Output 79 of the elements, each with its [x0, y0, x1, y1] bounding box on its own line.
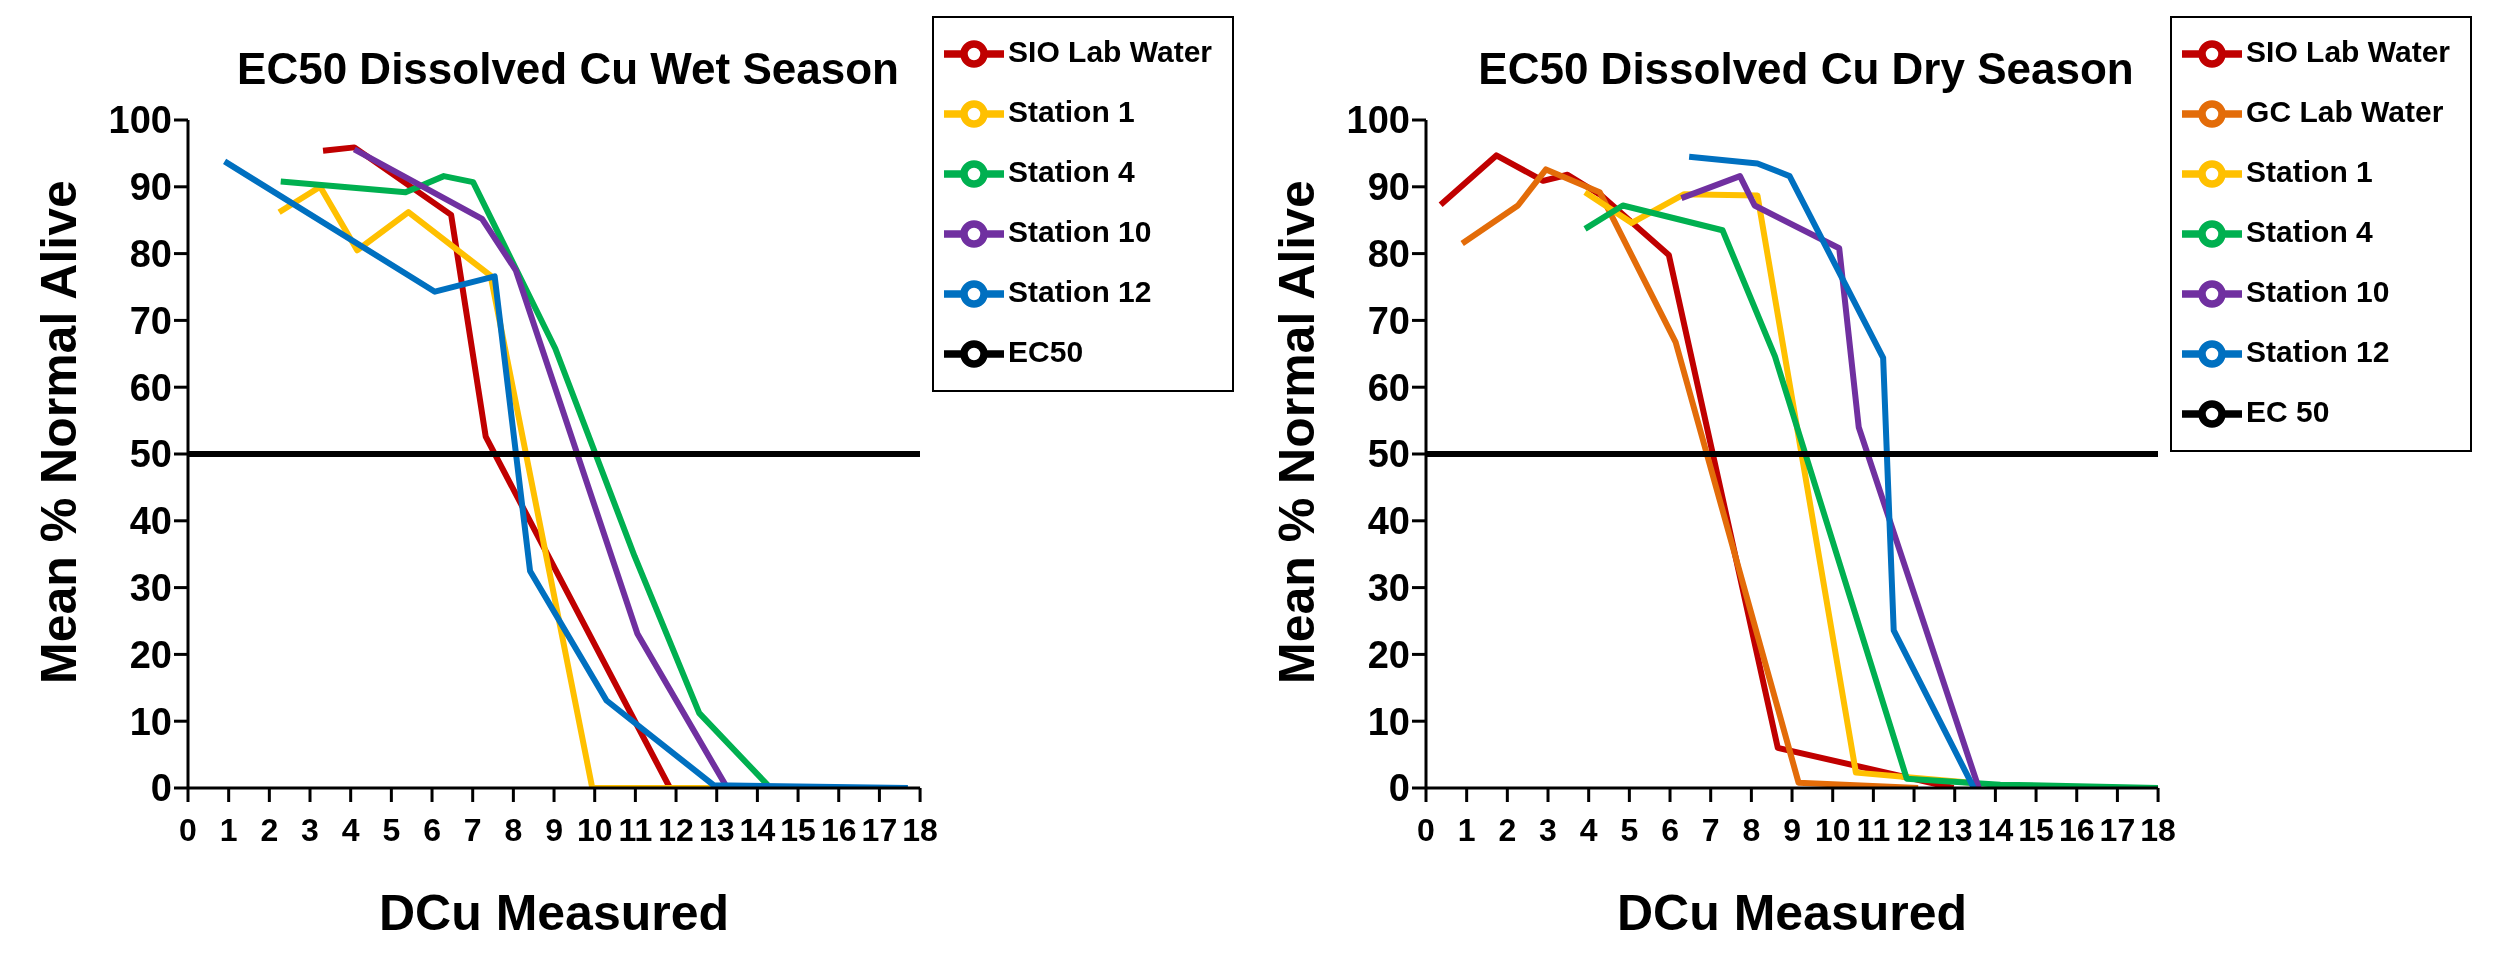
x-axis-title: DCu Measured: [379, 885, 730, 941]
y-tick-label: 40: [1367, 500, 1410, 543]
y-tick-label: 100: [1346, 99, 1410, 142]
x-tick-label: 14: [1977, 811, 2014, 848]
x-tick-label: 12: [1896, 811, 1932, 848]
x-tick-label: 5: [382, 811, 401, 848]
legend-label: EC 50: [2246, 394, 2330, 428]
x-tick-label: 6: [423, 811, 441, 848]
chart-title: EC50 Dissolved Cu Wet Season: [236, 44, 900, 94]
x-tick-label: 4: [1579, 811, 1598, 848]
y-tick-label: 0: [1388, 767, 1410, 810]
x-tick-label: 0: [1417, 811, 1435, 848]
x-tick-label: 3: [1539, 811, 1557, 848]
x-tick-label: 12: [658, 811, 694, 848]
y-tick-label: 30: [129, 567, 172, 610]
y-tick-label: 40: [129, 500, 172, 543]
legend-label: Station 1: [1008, 94, 1135, 128]
x-tick-label: 8: [504, 811, 523, 848]
chart-title: EC50 Dissolved Cu Dry Season: [1477, 44, 2135, 94]
legend-label: GC Lab Water: [2246, 94, 2444, 128]
y-tick-label: 30: [1367, 567, 1410, 610]
x-tick-label: 10: [576, 811, 613, 848]
y-tick-label: 50: [1367, 433, 1410, 476]
x-tick-label: 3: [301, 811, 319, 848]
y-tick-label: 10: [1367, 700, 1410, 743]
x-tick-label: 6: [1661, 811, 1679, 848]
y-tick-label: 80: [129, 233, 172, 276]
x-tick-label: 7: [1701, 811, 1720, 848]
legend-label: SIO Lab Water: [1008, 34, 1212, 68]
legend-label: EC50: [1008, 334, 1084, 368]
y-tick-label: 50: [129, 433, 172, 476]
x-tick-label: 17: [2099, 811, 2136, 848]
y-tick-label: 80: [1367, 233, 1410, 276]
x-tick-label: 9: [1783, 811, 1801, 848]
x-tick-label: 5: [1620, 811, 1639, 848]
legend-label: Station 4: [2246, 214, 2373, 248]
x-tick-label: 7: [463, 811, 482, 848]
x-tick-label: 1: [1457, 811, 1476, 848]
y-tick-label: 60: [129, 366, 172, 409]
legend-label: Station 4: [1008, 154, 1135, 188]
legend-label: Station 1: [2246, 154, 2373, 188]
x-tick-label: 1: [219, 811, 238, 848]
x-tick-label: 2: [260, 811, 279, 848]
x-tick-label: 11: [618, 811, 653, 848]
x-tick-label: 8: [1742, 811, 1761, 848]
y-tick-label: 90: [129, 166, 172, 209]
y-axis-title: Mean % Normal Alive: [1268, 180, 1325, 684]
y-tick-label: 60: [1367, 366, 1410, 409]
x-tick-label: 17: [861, 811, 898, 848]
x-tick-label: 0: [179, 811, 197, 848]
x-tick-label: 15: [2018, 811, 2054, 848]
x-tick-label: 10: [1814, 811, 1851, 848]
y-tick-label: 20: [129, 633, 172, 676]
y-tick-label: 10: [129, 700, 172, 743]
x-tick-label: 11: [1856, 811, 1891, 848]
legend-label: Station 12: [1008, 274, 1152, 308]
legend-label: Station 10: [1008, 214, 1152, 248]
y-tick-label: 70: [1367, 299, 1410, 342]
x-tick-label: 14: [739, 811, 776, 848]
y-axis-title: Mean % Normal Alive: [30, 180, 87, 684]
y-tick-label: 0: [150, 767, 172, 810]
y-tick-label: 90: [1367, 166, 1410, 209]
x-tick-label: 9: [545, 811, 563, 848]
x-tick-label: 18: [902, 811, 938, 848]
x-tick-label: 16: [2058, 811, 2095, 848]
y-tick-label: 20: [1367, 633, 1410, 676]
x-tick-label: 13: [698, 811, 735, 848]
x-tick-label: 4: [341, 811, 360, 848]
y-tick-label: 100: [108, 99, 172, 142]
x-axis-title: DCu Measured: [1617, 885, 1968, 941]
y-tick-label: 70: [129, 299, 172, 342]
x-tick-label: 13: [1936, 811, 1973, 848]
legend-label: SIO Lab Water: [2246, 34, 2450, 68]
x-tick-label: 18: [2140, 811, 2176, 848]
legend-label: Station 12: [2246, 334, 2390, 368]
x-tick-label: 15: [780, 811, 816, 848]
x-tick-label: 16: [820, 811, 857, 848]
legend-label: Station 10: [2246, 274, 2390, 308]
x-tick-label: 2: [1498, 811, 1517, 848]
